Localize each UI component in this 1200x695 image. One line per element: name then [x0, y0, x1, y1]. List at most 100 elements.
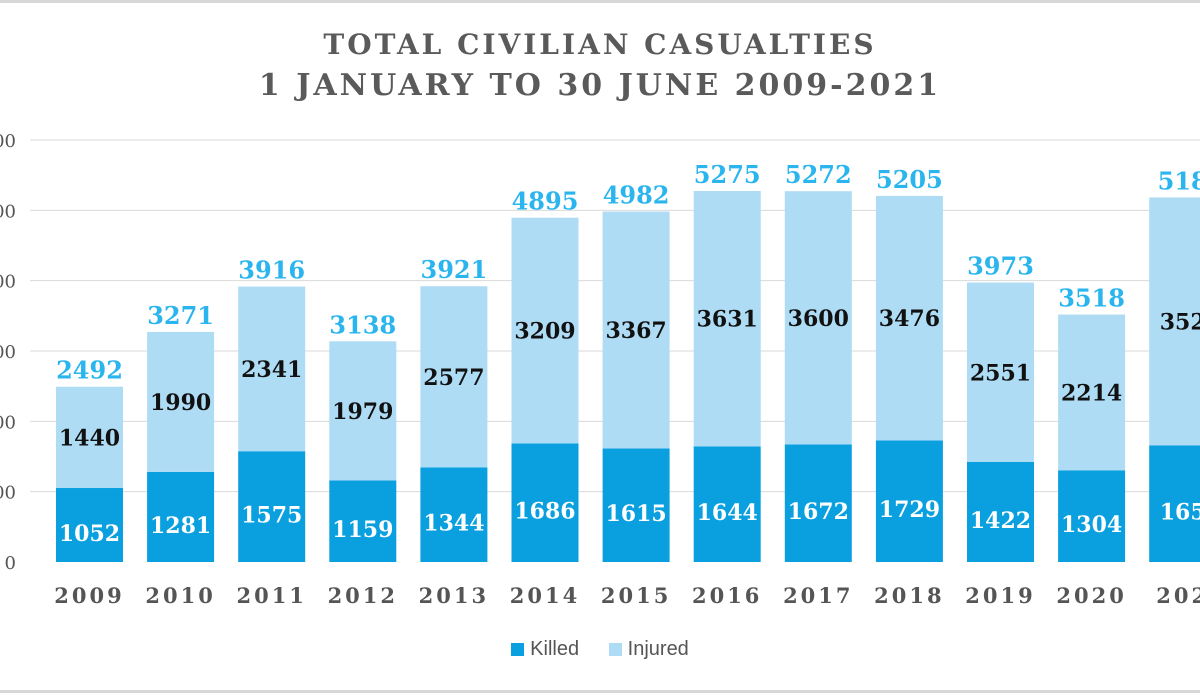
legend-label-injured: Injured: [627, 638, 689, 660]
bar-killed-2021: [1149, 445, 1200, 562]
bar-injured-2013: [420, 286, 488, 468]
data-label-total-2021: 518: [1158, 166, 1200, 195]
chart-title: TOTAL CIVILIAN CASUALTIES: [323, 28, 877, 61]
bar-injured-2009: [56, 386, 123, 489]
legend-swatch-injured: [608, 643, 622, 656]
bar-killed-2009: [56, 488, 123, 562]
bar-killed-2019: [967, 461, 1034, 562]
data-label-killed-2015: 1615: [605, 501, 666, 527]
data-label-injured-2018: 3476: [879, 306, 940, 332]
y-tick-label: 00: [0, 412, 16, 433]
data-label-killed-2019: 1422: [970, 508, 1031, 534]
data-label-killed-2011: 1575: [241, 503, 302, 529]
data-label-injured-2009: 1440: [59, 425, 120, 451]
top-border: [0, 0, 1200, 3]
bar-injured-2017: [784, 191, 852, 445]
data-label-injured-2016: 3631: [697, 307, 758, 333]
bar-killed-2010: [147, 471, 215, 562]
bar-killed-2018: [875, 440, 943, 562]
x-tick-label-2011: 2011: [236, 583, 306, 608]
bar-killed-2011: [238, 451, 306, 562]
bar-killed-2020: [1058, 470, 1126, 562]
data-label-killed-2009: 1052: [59, 521, 120, 547]
legend-swatch-killed: [511, 643, 525, 656]
x-tick-label-2019: 2019: [965, 583, 1035, 608]
data-label-killed-2017: 1672: [788, 499, 849, 525]
x-tick-label-2013: 2013: [419, 583, 489, 608]
legend-item-injured: Injured: [608, 638, 689, 661]
bar-injured-2016: [693, 190, 761, 447]
data-label-injured-2011: 2341: [241, 357, 302, 383]
legend: Killed Injured: [0, 638, 1200, 661]
x-tick-label-2012: 2012: [328, 583, 398, 608]
data-label-total-2009: 2492: [56, 356, 123, 385]
bar-injured-2021: [1149, 197, 1200, 446]
x-tick-label-2010: 2010: [145, 583, 215, 608]
y-tick-label: 00: [0, 272, 16, 293]
data-label-killed-2013: 1344: [423, 511, 484, 537]
legend-item-killed: Killed: [511, 638, 579, 661]
bar-killed-2015: [602, 448, 670, 562]
data-label-killed-2014: 1686: [514, 499, 575, 525]
bar-killed-2014: [511, 443, 579, 562]
data-label-total-2015: 4982: [603, 181, 670, 210]
y-tick-label: 0: [5, 553, 16, 574]
data-label-injured-2017: 3600: [788, 306, 849, 332]
data-label-killed-2010: 1281: [150, 513, 211, 539]
data-label-injured-2015: 3367: [605, 318, 666, 344]
bar-killed-2012: [329, 480, 397, 562]
x-tick-label-2015: 2015: [601, 583, 671, 608]
data-label-killed-2016: 1644: [697, 500, 758, 526]
chart-subtitle: 1 JANUARY TO 30 JUNE 2009-2021: [258, 68, 942, 103]
label-layer: 0000000000000105214402492200912811990327…: [0, 131, 1200, 608]
y-tick-label: 00: [0, 483, 16, 504]
data-label-injured-2010: 1990: [150, 390, 211, 416]
data-label-total-2010: 3271: [147, 301, 214, 330]
data-label-injured-2013: 2577: [423, 365, 484, 391]
data-label-total-2020: 3518: [1058, 284, 1125, 313]
x-tick-label-2014: 2014: [510, 583, 580, 608]
data-label-total-2019: 3973: [967, 252, 1034, 281]
bar-killed-2013: [420, 467, 488, 562]
bar-injured-2018: [875, 195, 943, 441]
data-label-killed-2018: 1729: [879, 497, 940, 523]
data-label-killed-2012: 1159: [332, 517, 393, 543]
data-label-total-2012: 3138: [329, 310, 396, 339]
data-label-injured-2012: 1979: [332, 399, 393, 425]
x-tick-label-2016: 2016: [692, 583, 762, 608]
bar-layer: [56, 190, 1200, 562]
data-label-killed-2021: 165: [1160, 500, 1200, 526]
x-tick-label-2017: 2017: [783, 583, 853, 608]
bar-injured-2010: [147, 331, 215, 472]
bar-injured-2020: [1058, 314, 1126, 471]
bar-killed-2017: [784, 444, 852, 562]
bar-injured-2014: [511, 217, 579, 444]
data-label-injured-2021: 352: [1160, 309, 1200, 335]
legend-label-killed: Killed: [530, 638, 580, 660]
y-tick-label: 00: [0, 342, 16, 363]
data-label-killed-2020: 1304: [1061, 512, 1122, 538]
data-label-injured-2014: 3209: [514, 319, 575, 345]
bar-killed-2016: [693, 446, 761, 562]
bar-injured-2019: [967, 282, 1034, 462]
data-label-total-2017: 5272: [785, 160, 852, 189]
y-tick-label: 00: [0, 131, 16, 152]
data-label-total-2018: 5205: [876, 165, 943, 194]
bar-injured-2011: [238, 286, 306, 452]
y-tick-label: 00: [0, 201, 16, 222]
x-tick-label-2020: 2020: [1056, 583, 1126, 608]
data-label-total-2014: 4895: [512, 187, 579, 216]
data-label-injured-2019: 2551: [970, 360, 1031, 386]
x-tick-label-2009: 2009: [54, 583, 124, 608]
data-label-injured-2020: 2214: [1061, 380, 1122, 406]
data-label-total-2011: 3916: [238, 256, 305, 285]
x-tick-label-2021: 202: [1156, 583, 1200, 608]
bar-injured-2015: [602, 211, 670, 449]
x-tick-label-2018: 2018: [874, 583, 944, 608]
data-label-total-2016: 5275: [694, 160, 761, 189]
data-label-total-2013: 3921: [421, 255, 488, 284]
bar-injured-2012: [329, 341, 397, 481]
bottom-border: [0, 690, 1200, 693]
